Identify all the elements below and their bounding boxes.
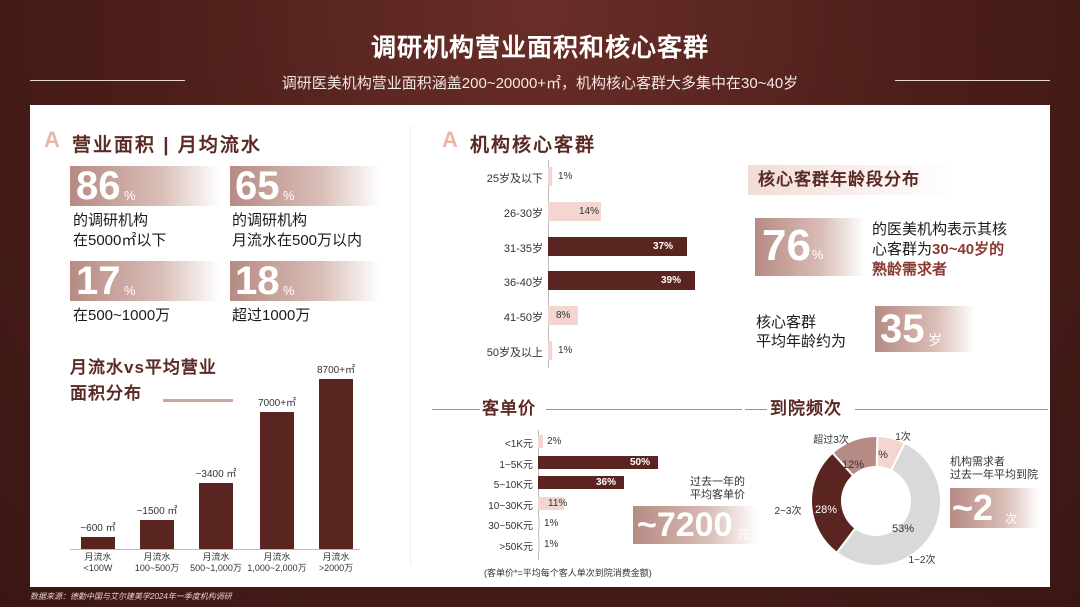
age-category-label: 31-35岁: [443, 240, 543, 256]
area-category-label-2: >2000万: [296, 563, 376, 574]
age-bar-value: 39%: [661, 275, 681, 286]
stat-unit-4: %: [283, 283, 295, 298]
area-bar: [81, 537, 115, 549]
age-bar-value: 8%: [556, 310, 570, 321]
visits-title: 到院频次: [770, 397, 842, 421]
price-category-label: 10~30K元: [433, 497, 533, 512]
price-category-label: <1K元: [433, 435, 533, 450]
age-category-label: 41-50岁: [443, 309, 543, 325]
area-chart-title-underline: [163, 399, 233, 402]
price-bar: [538, 435, 543, 448]
stat-desc-2b: 月流水在500万以内: [232, 231, 362, 250]
age-stat-desc-3: 熟龄需求者: [872, 260, 947, 279]
data-source-footer: 数据来源：德勤中国与艾尔建美学2024年一季度机构调研: [30, 591, 232, 602]
age-stat-desc-2: 心客群为30~40岁的: [872, 240, 1004, 259]
price-avg-label-1: 过去一年的: [690, 476, 745, 489]
area-bar-value: ~1500 ㎡: [117, 506, 197, 517]
age-bar-value: 1%: [558, 345, 572, 356]
visits-avg-value: ~2: [952, 488, 993, 528]
area-bar-value: 7000+㎡: [237, 398, 317, 409]
stat-desc-1b: 在5000㎡以下: [73, 231, 166, 250]
price-category-label: 1~5K元: [433, 456, 533, 471]
price-bar-value: 11%: [548, 498, 567, 509]
visits-avg-unit: 次: [1005, 510, 1017, 527]
visits-title-line-left: [745, 409, 767, 410]
stat-desc-1a: 的调研机构: [73, 211, 148, 230]
stat-unit-1: %: [124, 188, 136, 203]
age-bar: [548, 341, 552, 360]
stat-desc-2a: 的调研机构: [232, 211, 307, 230]
age-category-label: 36-40岁: [443, 274, 543, 290]
stat-value-2: 65: [235, 166, 280, 206]
area-bar-value: ~3400 ㎡: [176, 469, 256, 480]
stat-value-3: 17: [76, 261, 121, 301]
price-title-line-right: [546, 409, 742, 410]
price-bar-value: 1%: [544, 539, 558, 550]
stat-value-1: 86: [76, 166, 121, 206]
price-bar-value: 2%: [547, 436, 561, 447]
stat-value-4: 18: [235, 261, 280, 301]
price-category-label: 5~10K元: [433, 476, 533, 491]
area-revenue-title: 营业面积 | 月均流水: [72, 130, 262, 157]
price-bar-value: 50%: [630, 457, 650, 468]
stat-desc-4: 超过1000万: [232, 306, 310, 325]
avg-age-value: 35: [880, 306, 925, 352]
avg-age-label-1: 核心客群: [756, 313, 816, 332]
age-bar-value: 37%: [653, 241, 673, 252]
core-customer-title: 机构核心客群: [470, 130, 596, 157]
area-chart-title-2: 面积分布: [70, 382, 142, 406]
age-chart-axis: [548, 160, 549, 368]
price-avg-label-2: 平均客单价: [690, 489, 745, 502]
area-bar: [140, 520, 174, 549]
price-bar-value: 1%: [544, 518, 558, 529]
age-stat-desc-1: 的医美机构表示其核: [872, 220, 1007, 239]
area-chart-title-1: 月流水vs平均营业: [70, 356, 217, 380]
price-category-label: >50K元: [433, 538, 533, 553]
price-avg-unit: 元: [737, 526, 749, 543]
age-category-label: 25岁及以下: [443, 170, 543, 186]
area-chart-axis: [70, 549, 360, 550]
brand-a-icon: A: [44, 127, 60, 153]
column-divider: [410, 125, 411, 565]
age-bar-value: 1%: [558, 171, 572, 182]
area-bar: [319, 379, 353, 549]
stat-desc-3: 在500~1000万: [73, 306, 170, 325]
avg-age-label-2: 平均年龄约为: [756, 332, 846, 351]
area-category-label-1: 月流水: [296, 552, 376, 563]
avg-age-unit: 岁: [928, 330, 942, 350]
brand-a-icon-2: A: [442, 127, 458, 153]
price-footnote: (客单价*=平均每个客人单次到院消费金额): [484, 566, 652, 579]
area-bar: [199, 483, 233, 549]
page-title: 调研机构营业面积和核心客群: [0, 28, 1080, 64]
age-category-label: 26-30岁: [443, 205, 543, 221]
price-avg-value: ~7200: [637, 506, 733, 544]
age-bar-value: 14%: [579, 206, 599, 217]
stat-unit-2: %: [283, 188, 295, 203]
area-bar: [260, 412, 294, 549]
visits-label-2: 过去一年平均到院: [950, 469, 1038, 482]
age-distribution-title: 核心客群年龄段分布: [758, 168, 920, 192]
area-bar-value: 8700+㎡: [296, 365, 376, 376]
page-subtitle: 调研医美机构营业面积涵盖200~20000+㎡，机构核心客群大多集中在30~40…: [0, 72, 1080, 93]
age-stat-value: 76: [762, 222, 811, 270]
age-stat-unit: %: [812, 247, 824, 262]
area-bar-value: ~600 ㎡: [58, 523, 138, 534]
price-category-label: 30~50K元: [433, 517, 533, 532]
visits-title-line-right: [855, 409, 1048, 410]
price-bar-value: 36%: [596, 477, 616, 488]
age-bar: [548, 167, 552, 186]
age-category-label: 50岁及以上: [443, 344, 543, 360]
stat-unit-3: %: [124, 283, 136, 298]
visits-label-1: 机构需求者: [950, 456, 1005, 469]
price-title-line-left: [432, 409, 480, 410]
price-bar: [538, 517, 540, 530]
price-bar: [538, 538, 540, 551]
price-title: 客单价: [482, 397, 536, 421]
